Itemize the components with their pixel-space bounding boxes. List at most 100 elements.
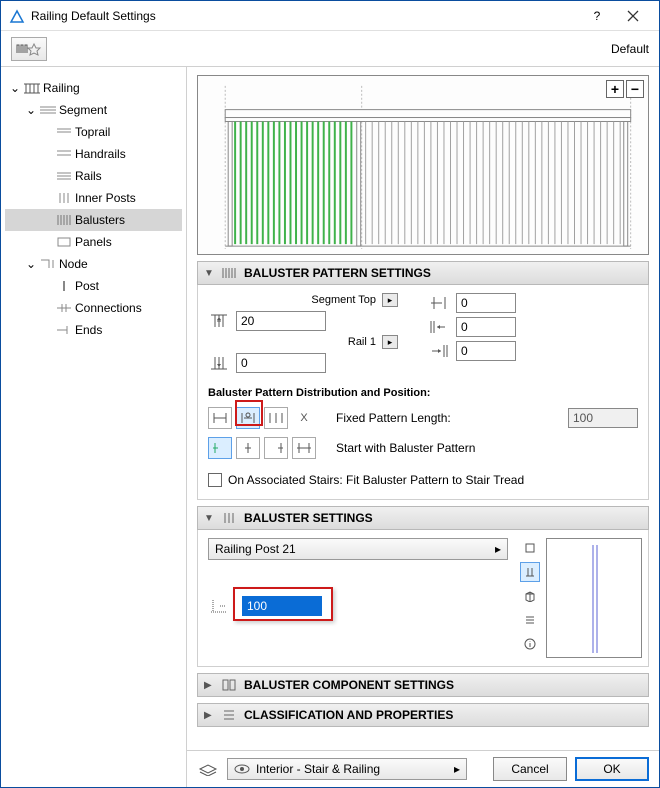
tree-label: Rails bbox=[75, 169, 102, 183]
tree-balusters[interactable]: Balusters bbox=[5, 209, 182, 231]
tree-railing[interactable]: ⌄ Railing bbox=[5, 77, 182, 99]
offset-a-input[interactable] bbox=[456, 293, 516, 313]
tree-label: Node bbox=[59, 257, 88, 271]
distribution-title: Baluster Pattern Distribution and Positi… bbox=[208, 387, 638, 399]
stair-label: On Associated Stairs: Fit Baluster Patte… bbox=[228, 473, 524, 487]
tree-label: Balusters bbox=[75, 213, 125, 227]
stair-checkbox[interactable] bbox=[208, 473, 222, 487]
view-3d-icon[interactable] bbox=[520, 586, 540, 606]
tree-segment[interactable]: ⌄ Segment bbox=[5, 99, 182, 121]
tree-label: Inner Posts bbox=[75, 191, 136, 205]
segment-top-input[interactable] bbox=[236, 311, 326, 331]
chevron-right-icon: ▸ bbox=[495, 542, 501, 556]
fixed-length-label: Fixed Pattern Length: bbox=[336, 411, 451, 425]
titlebar: Railing Default Settings ? bbox=[1, 1, 659, 31]
tree-post[interactable]: Post bbox=[5, 275, 182, 297]
tree-panels[interactable]: Panels bbox=[5, 231, 182, 253]
dist-opt-3[interactable] bbox=[264, 407, 288, 429]
view-list-icon[interactable] bbox=[520, 610, 540, 630]
view-icons bbox=[520, 538, 540, 658]
component-icon bbox=[220, 679, 238, 691]
tree-handrails[interactable]: Handrails bbox=[5, 143, 182, 165]
favorites-button[interactable] bbox=[11, 37, 47, 61]
post-icon bbox=[53, 280, 75, 292]
handrails-icon bbox=[53, 149, 75, 159]
baluster-preview bbox=[546, 538, 642, 658]
profile-value: Railing Post 21 bbox=[215, 542, 296, 556]
chevron-down-icon[interactable]: ⌄ bbox=[25, 257, 37, 271]
view-front-icon[interactable] bbox=[520, 562, 540, 582]
top-offset-icon bbox=[208, 312, 230, 330]
toprail-icon bbox=[53, 127, 75, 137]
tree-label: Toprail bbox=[75, 125, 110, 139]
section-baluster: ▼ BALUSTER SETTINGS Railing Post 21 ▸ bbox=[197, 506, 649, 667]
section-header-component[interactable]: ▶ BALUSTER COMPONENT SETTINGS bbox=[197, 673, 649, 697]
preview-svg bbox=[198, 76, 648, 254]
profile-dropdown[interactable]: Railing Post 21 ▸ bbox=[208, 538, 508, 560]
ok-label: OK bbox=[603, 762, 620, 776]
railing-preview: + − bbox=[197, 75, 649, 255]
pos-opt-3[interactable] bbox=[264, 437, 288, 459]
help-button[interactable]: ? bbox=[579, 2, 615, 30]
pos-opt-2[interactable] bbox=[236, 437, 260, 459]
main: ⌄ Railing ⌄ Segment Toprail Handrails Ra… bbox=[1, 67, 659, 787]
rail1-popup[interactable]: ▸ bbox=[382, 335, 398, 349]
tree-label: Post bbox=[75, 279, 99, 293]
section-title: BALUSTER COMPONENT SETTINGS bbox=[244, 678, 454, 692]
segment-top-popup[interactable]: ▸ bbox=[382, 293, 398, 307]
app-icon bbox=[9, 8, 25, 24]
section-header-pattern[interactable]: ▼ BALUSTER PATTERN SETTINGS bbox=[197, 261, 649, 285]
zoom-in-button[interactable]: + bbox=[606, 80, 624, 98]
tree-connections[interactable]: Connections bbox=[5, 297, 182, 319]
content: + − ▼ BALUSTER PATTERN S bbox=[187, 67, 659, 787]
tree-rails[interactable]: Rails bbox=[5, 165, 182, 187]
offset-b-input[interactable] bbox=[456, 317, 516, 337]
offset-c-input[interactable] bbox=[456, 341, 516, 361]
tree-node[interactable]: ⌄ Node bbox=[5, 253, 182, 275]
window-title: Railing Default Settings bbox=[31, 9, 579, 23]
zoom-out-button[interactable]: − bbox=[626, 80, 644, 98]
close-button[interactable] bbox=[615, 2, 651, 30]
expand-icon: ▶ bbox=[204, 710, 214, 721]
dist-opt-2[interactable] bbox=[236, 407, 260, 429]
spacing-input[interactable] bbox=[242, 596, 322, 616]
collapse-icon: ▼ bbox=[204, 268, 214, 279]
node-icon bbox=[37, 258, 59, 270]
ends-icon bbox=[53, 325, 75, 335]
tree-ends[interactable]: Ends bbox=[5, 319, 182, 341]
pattern-icon bbox=[220, 267, 238, 279]
distribution-row-2 bbox=[208, 437, 316, 459]
chevron-down-icon[interactable]: ⌄ bbox=[25, 103, 37, 117]
pos-opt-1[interactable] bbox=[208, 437, 232, 459]
toolbar: Default bbox=[1, 31, 659, 67]
offset-c-icon bbox=[428, 342, 450, 360]
footer: Interior - Stair & Railing ▸ Cancel OK bbox=[187, 750, 659, 787]
tree-inner-posts[interactable]: Inner Posts bbox=[5, 187, 182, 209]
section-title: CLASSIFICATION AND PROPERTIES bbox=[244, 708, 453, 722]
railing-icon bbox=[21, 81, 43, 95]
rail1-label: Rail 1 bbox=[348, 336, 376, 348]
balusters-icon bbox=[53, 214, 75, 226]
start-with-label: Start with Baluster Pattern bbox=[336, 441, 475, 455]
chevron-down-icon[interactable]: ⌄ bbox=[9, 81, 21, 95]
tree-toprail[interactable]: Toprail bbox=[5, 121, 182, 143]
section-title: BALUSTER SETTINGS bbox=[244, 511, 373, 525]
tree-label: Railing bbox=[43, 81, 80, 95]
ok-button[interactable]: OK bbox=[575, 757, 649, 781]
cancel-button[interactable]: Cancel bbox=[493, 757, 567, 781]
view-2d-icon[interactable] bbox=[520, 538, 540, 558]
rail1-input[interactable] bbox=[236, 353, 326, 373]
dist-opt-1[interactable] bbox=[208, 407, 232, 429]
distribution-row-1: X bbox=[208, 407, 316, 429]
section-pattern: ▼ BALUSTER PATTERN SETTINGS Segment Top▸… bbox=[197, 261, 649, 500]
inner-posts-icon bbox=[53, 192, 75, 204]
pos-opt-4[interactable] bbox=[292, 437, 316, 459]
classification-icon bbox=[220, 709, 238, 721]
section-header-classification[interactable]: ▶ CLASSIFICATION AND PROPERTIES bbox=[197, 703, 649, 727]
layer-dropdown[interactable]: Interior - Stair & Railing ▸ bbox=[227, 758, 467, 780]
layer-value: Interior - Stair & Railing bbox=[256, 762, 380, 776]
chevron-right-icon: ▸ bbox=[454, 762, 460, 776]
section-header-baluster[interactable]: ▼ BALUSTER SETTINGS bbox=[197, 506, 649, 530]
info-icon[interactable] bbox=[520, 634, 540, 654]
tree-label: Handrails bbox=[75, 147, 126, 161]
